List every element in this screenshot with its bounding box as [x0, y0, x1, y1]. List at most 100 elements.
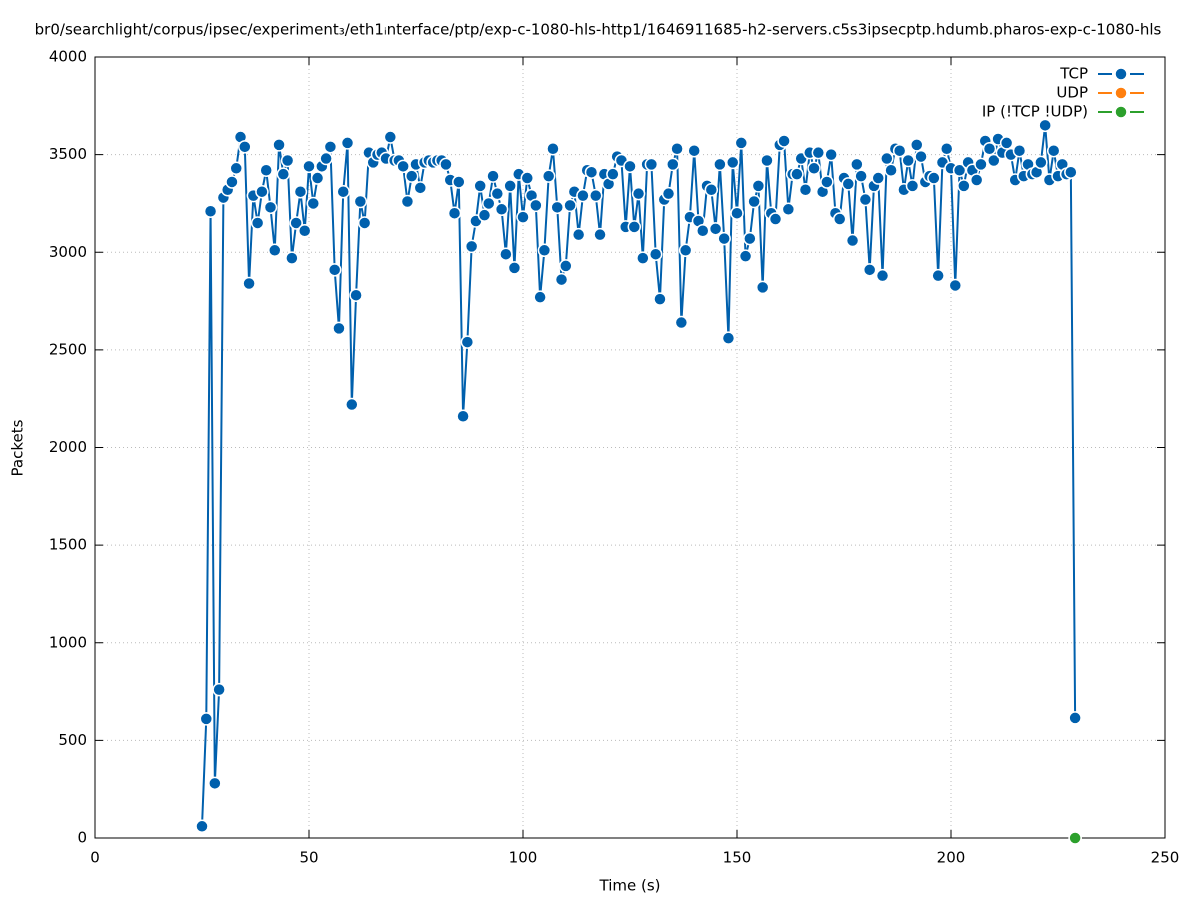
data-point — [730, 206, 744, 220]
data-point — [807, 161, 821, 176]
data-point — [268, 243, 282, 258]
data-point — [589, 188, 603, 203]
data-point — [533, 290, 547, 304]
data-point — [674, 315, 689, 330]
chart-title: br0/searchlight/corpus/ipsec/experiment₃… — [35, 21, 1162, 39]
data-point — [404, 169, 419, 183]
y-tick-label: 500 — [58, 731, 87, 749]
legend-marker — [1114, 105, 1128, 119]
data-point — [854, 169, 868, 183]
data-point — [460, 335, 475, 349]
data-point — [297, 224, 312, 238]
x-axis-label: Time (s) — [599, 877, 661, 895]
legend-label: UDP — [1056, 84, 1088, 102]
x-tick-label: 50 — [299, 849, 318, 867]
data-point — [666, 157, 680, 172]
data-point — [340, 136, 355, 150]
data-point — [875, 268, 890, 283]
data-point — [781, 202, 796, 217]
y-tick-label: 2500 — [49, 340, 87, 358]
y-tick-label: 2000 — [49, 438, 87, 456]
y-tick-label: 1000 — [49, 633, 87, 651]
data-point — [285, 251, 299, 265]
data-point — [546, 142, 560, 156]
data-point — [708, 222, 723, 236]
data-point — [447, 206, 462, 220]
data-point — [456, 409, 470, 424]
data-point — [738, 249, 753, 263]
data-point — [293, 184, 308, 199]
data-point — [841, 177, 856, 191]
data-point — [760, 153, 774, 168]
data-point — [1064, 165, 1078, 179]
data-point — [974, 157, 988, 172]
data-point — [559, 259, 573, 273]
data-point — [858, 192, 873, 207]
data-point — [606, 167, 620, 181]
data-point — [319, 151, 333, 166]
data-point — [276, 167, 291, 181]
data-point — [957, 179, 971, 193]
data-point — [747, 194, 761, 209]
plot-frame — [94, 56, 1166, 839]
data-point — [820, 175, 834, 189]
data-point — [798, 183, 813, 197]
data-point — [310, 171, 325, 185]
data-point — [999, 136, 1014, 150]
data-point — [520, 171, 535, 185]
x-tick-label: 250 — [1151, 849, 1180, 867]
data-point — [486, 169, 500, 183]
data-point — [939, 142, 954, 156]
data-point — [353, 194, 368, 209]
data-point — [717, 231, 731, 246]
data-point — [250, 216, 265, 230]
x-tick-label: 200 — [937, 849, 966, 867]
data-point — [696, 224, 710, 238]
data-point — [280, 153, 295, 168]
data-point — [289, 216, 303, 230]
data-point — [516, 210, 530, 224]
legend-marker — [1114, 67, 1128, 81]
data-point — [563, 198, 577, 213]
data-point — [199, 712, 214, 726]
data-point — [327, 263, 342, 277]
data-point — [713, 157, 727, 172]
data-point — [477, 208, 492, 222]
data-point — [482, 196, 496, 211]
data-point — [931, 268, 945, 283]
data-point — [208, 776, 222, 791]
data-point — [952, 163, 967, 177]
data-point — [255, 184, 269, 199]
data-point — [687, 143, 701, 158]
data-point — [464, 239, 479, 254]
data-point — [550, 200, 564, 215]
data-point — [263, 200, 278, 215]
data-point — [1012, 143, 1027, 158]
data-point — [1046, 143, 1061, 158]
data-point — [473, 179, 487, 193]
data-point — [499, 247, 513, 261]
data-point — [357, 216, 372, 230]
data-point — [195, 819, 209, 834]
data-point — [302, 159, 316, 174]
y-tick-label: 3500 — [49, 145, 87, 163]
data-point — [661, 186, 676, 201]
data-point — [670, 142, 684, 156]
data-point — [982, 142, 997, 156]
y-tick-label: 4000 — [49, 48, 87, 66]
x-tick-label: 100 — [509, 849, 538, 867]
data-point — [850, 157, 864, 172]
data-point — [678, 243, 693, 258]
legend-marker — [1114, 86, 1128, 100]
data-point — [323, 140, 338, 154]
y-tick-label: 0 — [77, 829, 87, 847]
data-point — [396, 159, 410, 174]
x-tick-label: 0 — [90, 849, 100, 867]
data-point — [777, 134, 791, 148]
data-point — [969, 173, 984, 187]
data-point — [584, 165, 599, 179]
data-point — [336, 184, 350, 199]
data-point — [494, 202, 509, 217]
data-point — [631, 186, 646, 201]
data-point — [636, 251, 650, 265]
